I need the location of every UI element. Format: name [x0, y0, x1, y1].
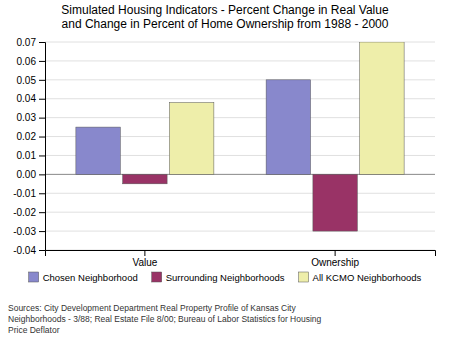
annotation: Sources: City Development Department Rea…	[8, 303, 322, 335]
x-tick: Ownership	[311, 250, 359, 268]
y-tick: -0.02	[13, 207, 45, 218]
legend-label: Chosen Neighborhood	[43, 272, 138, 283]
annotation-line: Price Deflator	[8, 325, 60, 335]
y-tick-mark	[39, 61, 45, 62]
chart: Simulated Housing Indicators - Percent C…	[0, 0, 450, 338]
y-tick: 0.00	[17, 169, 45, 180]
y-tick: -0.04	[13, 245, 45, 256]
bar	[360, 42, 404, 174]
bar	[313, 174, 357, 231]
plot: -0.04 -0.03 -0.02 -0.01 0.00 0.01 0.02 0.03 0.04…	[13, 37, 435, 268]
legend-item: Chosen Neighborhood	[29, 272, 138, 283]
y-tick-label: 0.06	[17, 56, 37, 67]
x-axis: Value Ownership	[46, 250, 436, 268]
bar	[266, 80, 310, 175]
y-axis: -0.04 -0.03 -0.02 -0.01 0.00 0.01 0.02 0.03 0.04…	[13, 37, 45, 256]
y-tick-label: -0.01	[13, 188, 36, 199]
y-tick: 0.02	[17, 131, 45, 142]
y-tick-mark	[39, 193, 45, 194]
x-tick-mark	[144, 250, 145, 256]
y-tick: 0.01	[17, 150, 45, 161]
y-tick-label: -0.04	[13, 245, 36, 256]
y-tick-label: 0.01	[17, 150, 37, 161]
series	[123, 174, 358, 231]
legend-label: Surrounding Neighborhoods	[166, 272, 285, 283]
legend-label: All KCMO Neighborhoods	[313, 272, 422, 283]
grid-line	[45, 193, 435, 194]
y-tick-mark	[39, 231, 45, 232]
y-tick-mark	[39, 137, 45, 138]
legend-item: Surrounding Neighborhoods	[152, 272, 285, 283]
y-tick-mark	[39, 99, 45, 100]
bar	[76, 127, 120, 174]
x-tick-label: Ownership	[311, 257, 359, 268]
x-tick-mark	[335, 250, 336, 256]
legend-item: All KCMO Neighborhoods	[299, 272, 422, 283]
y-tick-label: 0.02	[17, 131, 37, 142]
x-tick: Value	[132, 250, 157, 268]
y-tick-mark	[39, 212, 45, 213]
bar	[169, 103, 213, 175]
y-tick-mark	[39, 42, 45, 43]
grid-line	[45, 231, 435, 232]
x-axis-line	[46, 251, 436, 257]
y-tick: 0.05	[17, 75, 45, 86]
y-axis-line	[39, 43, 46, 251]
y-tick: -0.03	[13, 226, 45, 237]
y-tick: 0.03	[17, 112, 45, 123]
title: Simulated Housing Indicators - Percent C…	[61, 3, 389, 17]
y-tick-label: -0.03	[13, 226, 36, 237]
annotation-line: Sources: City Development Department Rea…	[8, 303, 296, 313]
legend-swatch	[152, 272, 162, 282]
y-tick-label: 0.00	[17, 169, 37, 180]
y-tick-mark	[39, 80, 45, 81]
y-tick-mark	[39, 250, 45, 251]
y-tick: 0.04	[17, 93, 45, 104]
series	[76, 80, 311, 175]
grid	[45, 42, 435, 250]
y-tick-label: 0.04	[17, 93, 37, 104]
title-group: Simulated Housing Indicators - Percent C…	[61, 3, 389, 31]
grid-line	[45, 212, 435, 213]
bar	[123, 174, 167, 183]
y-tick-label: 0.07	[17, 37, 37, 48]
y-tick-mark	[39, 118, 45, 119]
y-tick: -0.01	[13, 188, 45, 199]
legend-swatch	[29, 272, 39, 282]
legend: Chosen Neighborhood Surrounding Neighborh…	[29, 272, 422, 283]
y-tick-mark	[39, 155, 45, 156]
annotation-line: Neighborhoods - 3/88; Real Estate File 8…	[8, 314, 322, 324]
y-tick-label: -0.02	[13, 207, 36, 218]
y-tick: 0.07	[17, 37, 45, 48]
title: and Change in Percent of Home Ownership …	[62, 17, 389, 31]
y-tick-mark	[39, 174, 45, 175]
y-tick: 0.06	[17, 56, 45, 67]
y-tick-label: 0.05	[17, 75, 37, 86]
x-tick-label: Value	[132, 257, 157, 268]
series	[169, 42, 404, 174]
bars	[76, 42, 404, 231]
y-tick-label: 0.03	[17, 112, 37, 123]
legend-swatch	[299, 272, 309, 282]
